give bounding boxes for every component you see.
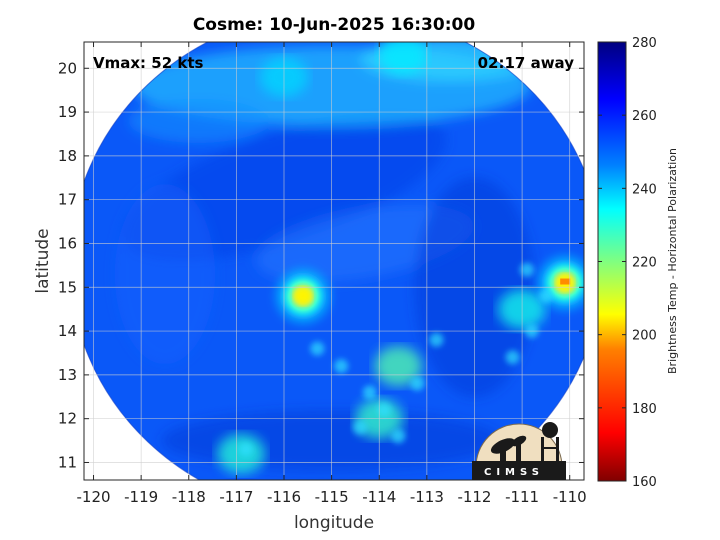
x-tick-label: -115	[315, 488, 349, 506]
brightness-feature	[379, 42, 428, 76]
y-axis-label: latitude	[33, 228, 53, 293]
water-tower-icon	[541, 422, 559, 462]
brightness-feature	[374, 346, 423, 387]
x-tick-label: -118	[172, 488, 206, 506]
x-tick-label: -113	[410, 488, 444, 506]
y-tick-label: 13	[58, 366, 77, 384]
y-tick-label: 16	[58, 234, 77, 252]
colorbar-tick-label: 200	[632, 329, 657, 344]
y-tick-label: 15	[58, 278, 77, 296]
colorbar-gradient	[597, 41, 627, 482]
colorbar-tick-label: 180	[632, 402, 657, 417]
grid	[84, 42, 584, 480]
axes-frame	[83, 41, 585, 481]
chart-title: Cosme: 10-Jun-2025 16:30:00	[193, 15, 476, 35]
colorbar-tick-label: 220	[632, 256, 657, 271]
colorbar-tick-label: 280	[632, 36, 657, 51]
x-tick-label: -111	[505, 488, 539, 506]
y-tick-label: 19	[58, 103, 77, 121]
x-tick-label: -117	[219, 488, 253, 506]
x-tick-label: -110	[553, 488, 587, 506]
y-tick-label: 12	[58, 410, 77, 428]
colorbar-label: Brightness Temp - Horizontal Polarizatio…	[666, 148, 679, 374]
y-tick-label: 18	[58, 147, 77, 165]
cimss-logo: CIMSS	[472, 422, 566, 480]
vmax-annotation: Vmax: 52 kts	[93, 54, 203, 72]
x-tick-label: -112	[457, 488, 491, 506]
axis-ticks: -120 -119 -118 -117 -116 -115 -114 -113 -112 -111…	[58, 42, 587, 506]
y-tick-label: 11	[58, 453, 77, 471]
colorbar: 160 180 200 220 240 260 280 Brightness Temp - …	[597, 36, 679, 490]
radar-dish-icon	[490, 435, 527, 462]
y-tick-label: 14	[58, 322, 77, 340]
y-tick-label: 17	[58, 191, 77, 209]
x-tick-label: -114	[362, 488, 396, 506]
colorbar-tick-label: 240	[632, 182, 657, 197]
x-tick-label: -120	[77, 488, 111, 506]
brightness-feature	[269, 262, 338, 331]
plot-area	[84, 42, 584, 480]
x-axis-label: longitude	[294, 513, 374, 533]
time-offset-annotation: 02:17 away	[478, 54, 575, 72]
x-tick-label: -119	[124, 488, 158, 506]
colorbar-ticks: 160 180 200 220 240 260 280	[598, 36, 657, 490]
logo-text: CIMSS	[484, 467, 544, 478]
colorbar-tick-label: 160	[632, 475, 657, 490]
microwave-swath	[84, 42, 584, 480]
x-tick-label: -116	[267, 488, 301, 506]
colorbar-tick-label: 260	[632, 109, 657, 124]
y-tick-label: 20	[58, 59, 77, 77]
